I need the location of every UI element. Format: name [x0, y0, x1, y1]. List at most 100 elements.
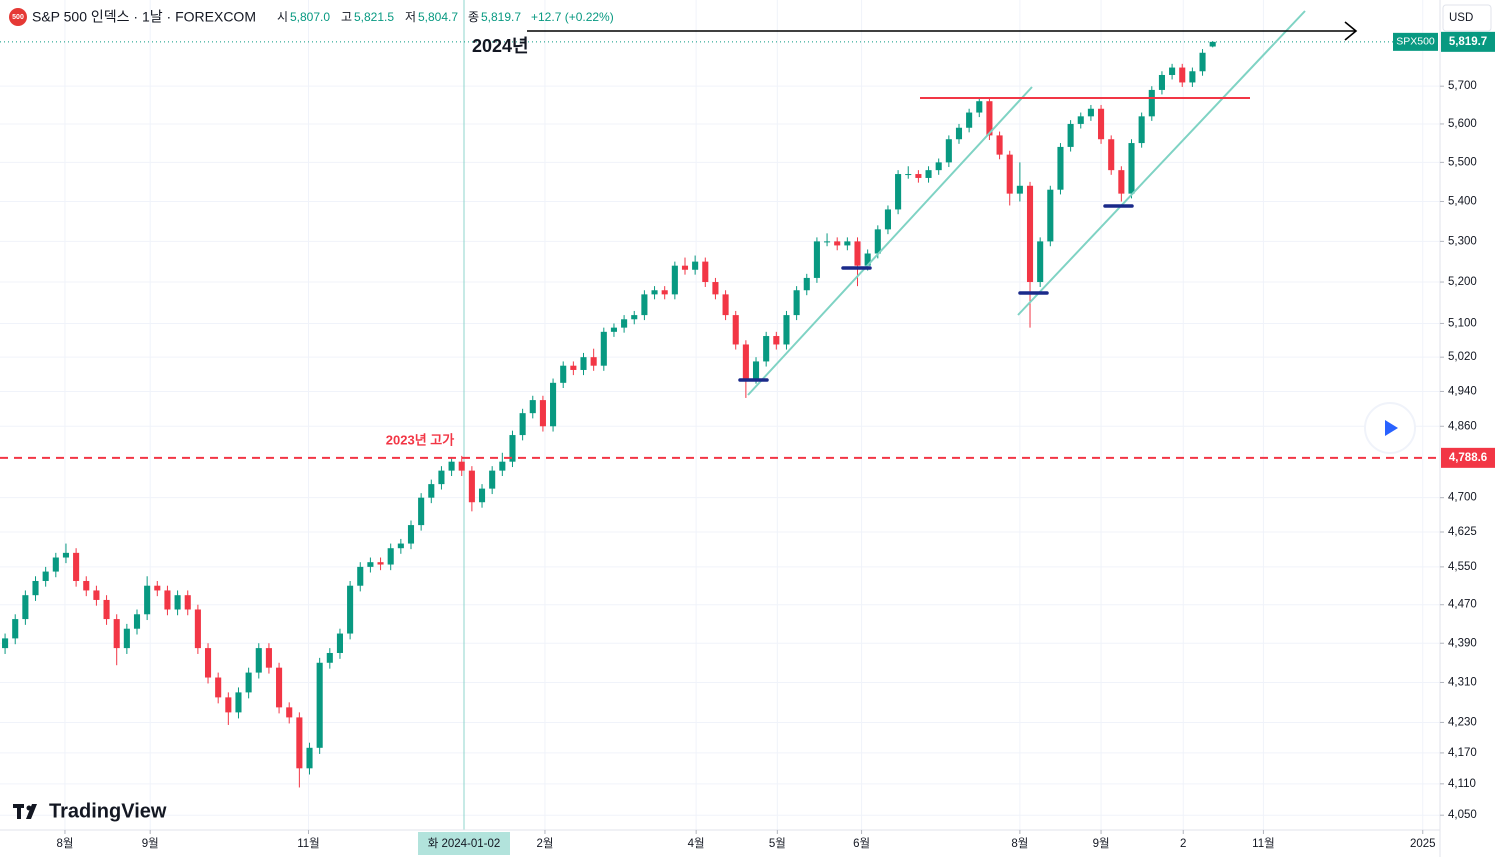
x-tick-label: 9월	[142, 837, 159, 850]
candle-body	[621, 319, 628, 328]
candle-body	[732, 315, 739, 345]
candle-body	[773, 336, 780, 345]
candle-body	[955, 127, 963, 140]
candle-body	[418, 497, 425, 526]
ohlc-key: 시	[277, 10, 288, 24]
candle-body	[133, 614, 141, 629]
y-tick-label: 4,050	[1448, 809, 1477, 821]
candle-body	[844, 241, 851, 246]
prev-high-annotation: 2023년 고가	[386, 432, 454, 447]
x-tick-label: 5월	[769, 837, 786, 850]
symbol-title[interactable]: S&P 500 인덱스 · 1날 · FOREXCOM	[32, 9, 256, 25]
y-tick-label: 4,230	[1448, 716, 1477, 728]
candle-body	[874, 229, 881, 254]
crosshair-time-label: 화 2024-01-02	[428, 837, 501, 850]
y-tick-label: 5,200	[1448, 276, 1477, 288]
candle-body	[357, 566, 364, 586]
currency-button[interactable]	[1442, 4, 1492, 32]
candle-body	[336, 633, 344, 653]
x-tick-label: 2월	[536, 837, 553, 850]
candle-body	[22, 595, 29, 620]
candle-body	[276, 667, 283, 708]
candle-body	[702, 261, 709, 283]
candle-body	[52, 557, 59, 572]
symbol-icon	[9, 8, 27, 26]
candle-body	[286, 707, 293, 718]
candle-body	[478, 488, 486, 503]
currency-label: USD	[1449, 12, 1473, 24]
candle-body	[113, 619, 120, 649]
candle-body	[1077, 116, 1084, 124]
candle-body	[407, 525, 415, 544]
last-price-name: SPX500	[1396, 36, 1435, 48]
y-tick-label: 4,470	[1448, 599, 1477, 611]
candle-body	[1108, 139, 1115, 171]
candle-body	[915, 174, 922, 178]
x-tick-label: 8월	[1011, 837, 1028, 850]
candle-body	[73, 552, 80, 581]
axes: 4,050 4,110 4,170 4,230 4,310 4,390 4,470 4,550…	[56, 31, 1495, 850]
trend-line	[747, 86, 1033, 396]
candle-body	[194, 609, 201, 649]
candle-body	[692, 261, 699, 270]
candle-body	[671, 265, 678, 295]
candle-body	[864, 253, 871, 266]
candle-body	[1128, 143, 1135, 194]
y-tick-label: 5,020	[1448, 351, 1477, 363]
candle-body	[306, 747, 313, 769]
ohlc-value: 5,804.7	[418, 10, 458, 24]
candle-body	[783, 315, 790, 345]
candle-body	[752, 361, 760, 379]
brand-logo	[13, 804, 37, 819]
y-tick-label: 4,625	[1448, 526, 1477, 538]
candle-body	[123, 628, 130, 649]
candle-body	[499, 461, 506, 471]
candle-body	[1037, 241, 1044, 283]
candle-body	[1179, 67, 1186, 83]
candle-body	[854, 241, 861, 266]
x-tick-label: 4월	[688, 837, 705, 850]
y-tick-label: 5,700	[1448, 80, 1477, 92]
candle-body	[204, 648, 212, 678]
candle-body	[184, 595, 191, 610]
candle-body	[326, 652, 333, 663]
last-price-label: 5,819.7	[1449, 36, 1487, 48]
candle-body	[489, 470, 496, 489]
candle-body	[560, 365, 567, 383]
level-price-label: 4,788.6	[1449, 452, 1487, 464]
candle-body	[824, 241, 831, 243]
candle-body	[966, 112, 973, 128]
candle-body	[2, 638, 9, 649]
candle-body	[448, 461, 455, 471]
candle-body	[1057, 146, 1064, 190]
candle-body	[103, 599, 110, 620]
candle-body	[925, 170, 932, 178]
ohlc-key: 저	[405, 10, 416, 24]
x-tick-label: 2	[1180, 838, 1186, 850]
candle-body	[255, 648, 262, 673]
year-annotation: 2024년	[472, 36, 529, 56]
candle-body	[174, 595, 181, 610]
candle-body	[631, 315, 638, 320]
candle-body	[428, 484, 435, 498]
candle-body	[580, 357, 587, 370]
candle-body	[347, 585, 354, 634]
x-tick-label: 8월	[56, 837, 73, 850]
y-tick-label: 4,390	[1448, 637, 1477, 649]
y-tick-label: 4,170	[1448, 747, 1477, 759]
candle-body	[1087, 108, 1094, 117]
candle-body	[681, 265, 689, 270]
candle-body	[154, 585, 161, 591]
candle-body	[509, 435, 516, 462]
arrow-head	[1344, 21, 1358, 41]
x-tick-label: 2025	[1410, 838, 1436, 850]
candle-body	[600, 331, 607, 366]
candle-body	[12, 619, 19, 639]
candle-body	[529, 400, 536, 414]
candle-body	[42, 571, 49, 581]
candle-body	[590, 357, 597, 366]
candle-body	[884, 209, 891, 230]
grid	[0, 0, 1440, 830]
